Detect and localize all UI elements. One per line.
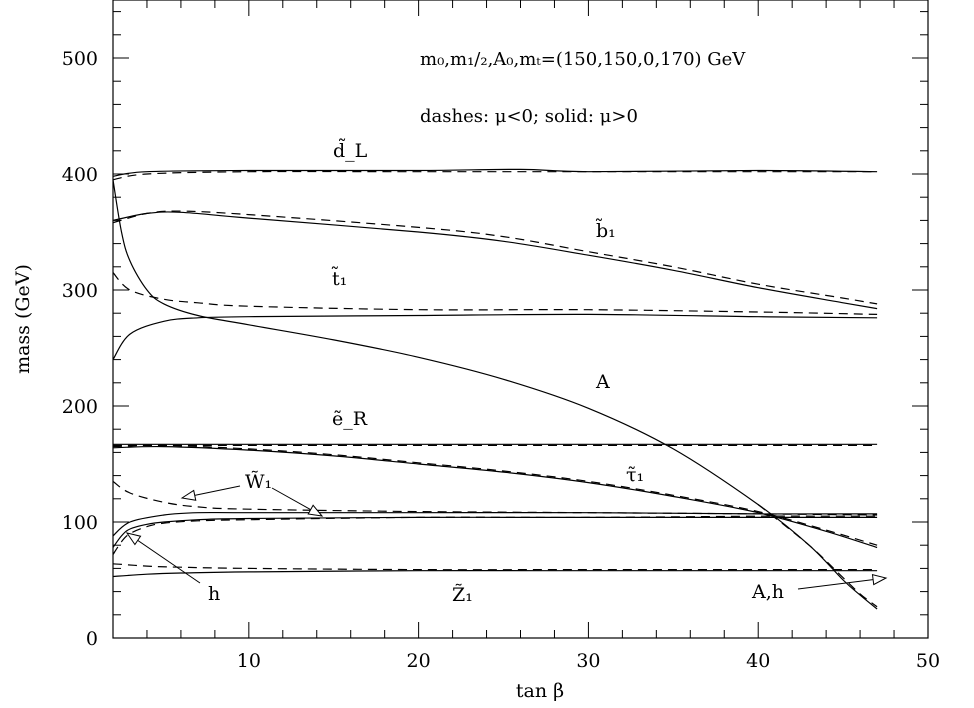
parameter-annotation: m₀,m₁/₂,A₀,mₜ=(150,150,0,170) GeV [420,49,746,70]
curve-t-solid [112,313,878,360]
curve-z-dashed [112,563,878,571]
curve-h-solid [112,516,878,548]
curve-t-dashed [112,272,878,315]
curve-curve-solid [112,445,878,549]
w1-arrow-dashed [180,485,241,501]
h-arrow [125,532,201,584]
label-A-h: A,h [751,581,784,603]
label-b-1: b̃₁ [596,219,616,242]
w1-arrow-solid [271,487,324,517]
curve-b-dashed [112,210,878,305]
x-tick-label: 40 [746,650,770,672]
curve-w-dashed [112,480,878,516]
x-tick-label: 30 [576,650,600,672]
label-t-1: t̃₁ [332,267,348,290]
y-tick-label: 100 [62,512,98,534]
x-tick-label: 50 [916,650,940,672]
label-arrows [125,485,888,590]
label-e-R: ẽ_R [332,408,368,430]
curve-z-solid [112,570,878,578]
curves [112,168,878,610]
y-tick-label: 300 [62,280,98,302]
line-style-annotation: dashes: μ<0; solid: μ>0 [420,106,638,127]
label-A: A [595,371,610,393]
x-tick-label: 10 [237,650,261,672]
y-axis-label: mass (GeV) [12,264,34,374]
label-d-L: d̃_L [333,139,368,162]
curve-h-dashed [112,515,878,555]
curve-dl-solid [112,168,878,177]
axis-ticks [112,0,929,639]
label-Z-1: Z̃₁ [452,584,473,606]
label-W-1: W̃₁ [245,471,272,493]
ah-arrow [797,573,888,590]
curve-a-dashed [757,504,878,608]
curve-curve-dashed [112,444,878,546]
curve-b-solid [112,211,878,310]
x-tick-label: 20 [407,650,431,672]
x-axis-label: tan β [516,680,564,702]
label-h: h [208,583,220,605]
curve-dl-dashed [112,170,878,181]
curve-a-solid [112,179,878,610]
y-tick-label: 500 [62,48,98,70]
y-tick-label: 0 [86,628,98,650]
y-tick-label: 200 [62,396,98,418]
y-tick-label: 400 [62,164,98,186]
label-tau-1: τ̃₁ [626,464,644,486]
